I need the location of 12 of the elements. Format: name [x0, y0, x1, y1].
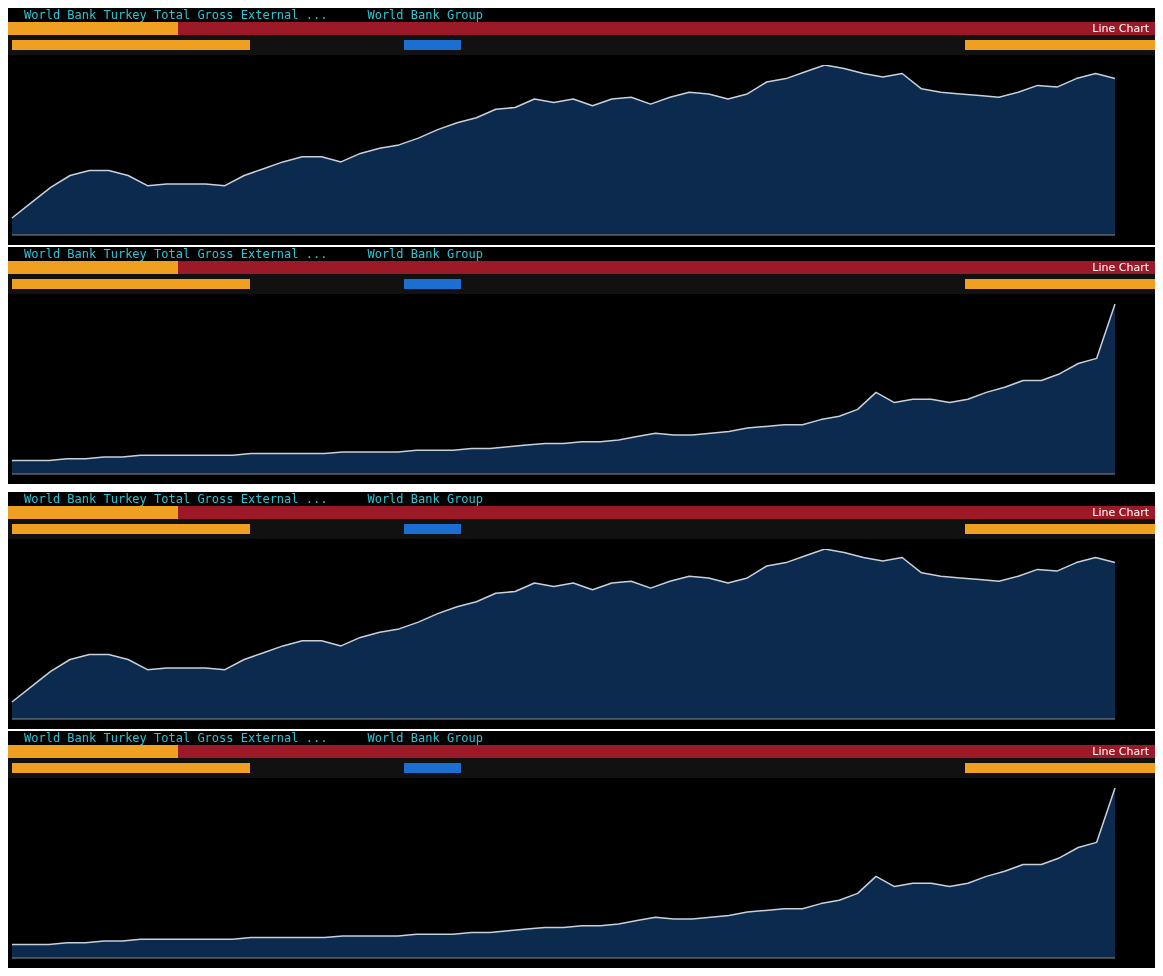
text: Line Chart	[1092, 745, 1149, 758]
text: Line Chart	[1092, 261, 1149, 274]
chart-title: World Bank Turkey Total Gross External ...	[24, 8, 328, 22]
chart-title: World Bank Turkey Total Gross External ...	[24, 492, 328, 506]
chart-title: World Bank Turkey Total Gross External ...	[24, 247, 328, 261]
chart-subtitle: World Bank Group	[367, 731, 484, 745]
text: Line Chart	[1092, 22, 1149, 35]
chart-subtitle: World Bank Group	[367, 492, 484, 506]
chart-title: World Bank Turkey Total Gross External ...	[24, 731, 328, 745]
chart-subtitle: World Bank Group	[367, 247, 484, 261]
chart-subtitle: World Bank Group	[367, 8, 484, 22]
text: Line Chart	[1092, 506, 1149, 519]
